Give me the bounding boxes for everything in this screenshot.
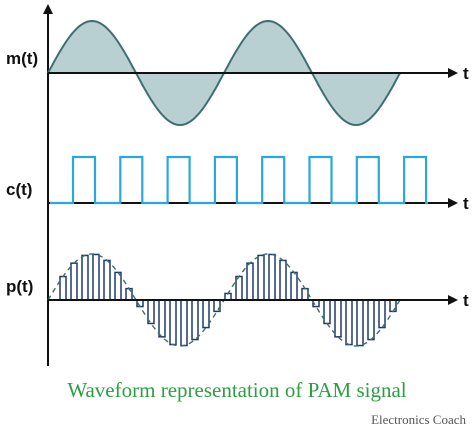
pam-signal-panel: p(t) t bbox=[6, 253, 469, 347]
pam-pulse bbox=[92, 253, 100, 301]
message-time-axis-arrow bbox=[448, 68, 458, 78]
carrier-time-axis-arrow bbox=[448, 198, 458, 208]
pam-pulse bbox=[356, 299, 364, 347]
pam-pulse bbox=[246, 262, 254, 301]
pam-pulse bbox=[213, 299, 221, 313]
message-time-axis-label: t bbox=[463, 64, 469, 83]
vertical-axis-arrow bbox=[43, 4, 53, 14]
pam-pulse bbox=[334, 299, 342, 338]
pam-pulse bbox=[169, 299, 177, 346]
pam-pulse bbox=[323, 299, 331, 325]
pam-pulse bbox=[345, 299, 353, 346]
pam-pulse bbox=[103, 259, 111, 301]
pam-pulse bbox=[59, 275, 67, 301]
pam-pulse bbox=[191, 299, 199, 341]
pam-pulse bbox=[180, 299, 188, 347]
pam-pulse bbox=[301, 287, 309, 301]
pam-pulse bbox=[114, 271, 122, 301]
pam-pulse bbox=[389, 299, 397, 313]
pam-pulse bbox=[158, 299, 166, 338]
pam-pulse bbox=[257, 254, 265, 301]
pam-pulse bbox=[81, 254, 89, 301]
pam-pulse bbox=[367, 299, 375, 341]
carrier-time-axis-label: t bbox=[463, 194, 469, 213]
pam-pulse bbox=[268, 253, 276, 301]
pam-time-axis-arrow bbox=[448, 295, 458, 305]
pam-pulse bbox=[290, 271, 298, 301]
pam-pulse bbox=[125, 287, 133, 301]
pam-pulse bbox=[70, 262, 78, 301]
diagram-caption: Waveform representation of PAM signal bbox=[67, 378, 407, 402]
pam-signal-label: p(t) bbox=[6, 277, 33, 296]
pam-pulse bbox=[202, 299, 210, 329]
carrier-pulse-train bbox=[50, 155, 428, 205]
message-signal-panel: m(t) t bbox=[6, 19, 469, 127]
pam-pulse bbox=[235, 275, 243, 301]
pam-time-axis-label: t bbox=[463, 291, 469, 310]
source-credit: Electronics Coach bbox=[371, 412, 466, 427]
pam-pulse bbox=[279, 259, 287, 301]
carrier-signal-panel: c(t) t bbox=[6, 155, 469, 213]
pam-pulse bbox=[378, 299, 386, 329]
message-signal-label: m(t) bbox=[6, 49, 38, 68]
carrier-signal-label: c(t) bbox=[6, 180, 32, 199]
